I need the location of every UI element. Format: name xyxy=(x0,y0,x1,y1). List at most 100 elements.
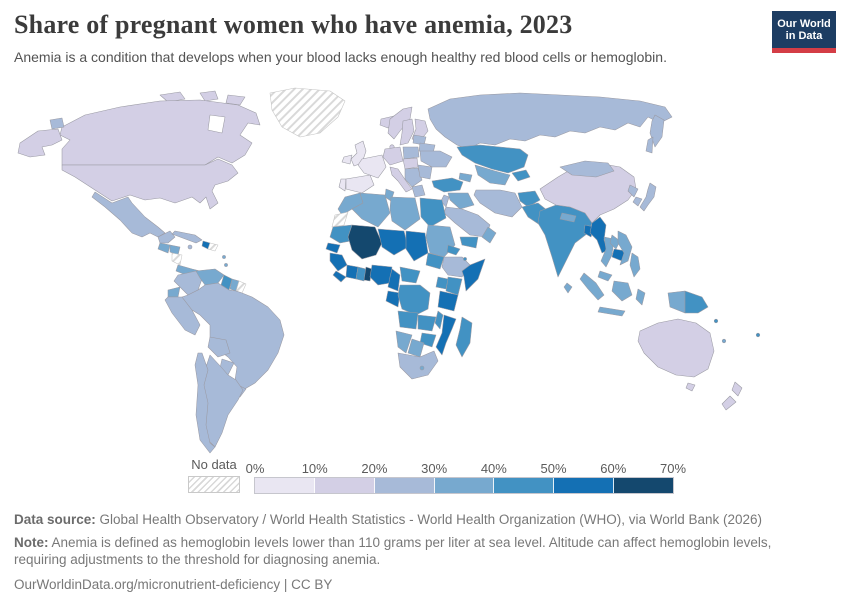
country-spain[interactable] xyxy=(345,174,375,194)
country-jamaica[interactable] xyxy=(187,244,193,250)
country-niger[interactable] xyxy=(377,228,409,256)
country-kazakhstan[interactable] xyxy=(456,144,529,174)
country-portugal[interactable] xyxy=(338,178,347,192)
country-romania[interactable] xyxy=(417,164,433,180)
legend-bin-20-30%[interactable] xyxy=(374,478,435,493)
country-tanzania[interactable] xyxy=(437,290,459,312)
country-lesotho[interactable] xyxy=(419,365,425,371)
country-senegal[interactable] xyxy=(325,242,341,254)
country-tasmania[interactable] xyxy=(685,382,696,392)
country-japan[interactable] xyxy=(639,182,657,212)
country-arctic-islands[interactable] xyxy=(199,90,219,102)
country-cameroon[interactable] xyxy=(387,268,401,292)
legend-bin-0-10%[interactable] xyxy=(255,478,315,493)
country-central-europe[interactable] xyxy=(402,157,419,170)
country-somalia[interactable] xyxy=(461,258,486,292)
country-russia-kamchatka[interactable] xyxy=(649,114,665,148)
country-balkans[interactable] xyxy=(404,167,423,188)
country-oman[interactable] xyxy=(481,226,497,244)
country-vietnam[interactable] xyxy=(617,230,633,266)
country-malawi[interactable] xyxy=(434,310,444,330)
country-fiji[interactable] xyxy=(755,332,761,338)
legend-bin-60-70%[interactable] xyxy=(614,478,674,493)
country-uganda[interactable] xyxy=(435,276,449,290)
country-drc[interactable] xyxy=(397,284,431,316)
country-bolivia[interactable] xyxy=(207,336,231,358)
country-arctic-islands[interactable] xyxy=(159,91,186,103)
country-guatemala[interactable] xyxy=(157,242,171,254)
country-turkey[interactable] xyxy=(431,177,464,193)
country-poland[interactable] xyxy=(402,146,420,160)
country-brazil[interactable] xyxy=(181,282,285,391)
country-south-korea[interactable] xyxy=(632,196,643,207)
country-north-korea[interactable] xyxy=(627,184,639,198)
country-south-africa[interactable] xyxy=(397,350,439,380)
country-myanmar[interactable] xyxy=(589,216,609,254)
country-benin[interactable] xyxy=(363,266,373,282)
country-namibia[interactable] xyxy=(395,330,413,354)
country-indonesia-sumatra[interactable] xyxy=(579,272,605,301)
country-angola[interactable] xyxy=(397,310,419,330)
country-congo[interactable] xyxy=(385,290,401,308)
country-russia[interactable] xyxy=(427,92,673,150)
country-sweden[interactable] xyxy=(399,118,415,146)
country-cuba[interactable] xyxy=(171,230,203,244)
country-greece[interactable] xyxy=(411,184,426,198)
world-map[interactable] xyxy=(0,85,850,455)
legend-bin-10-20%[interactable] xyxy=(314,478,375,493)
country-indonesia-borneo[interactable] xyxy=(611,280,633,302)
country-indonesia-java[interactable] xyxy=(597,306,626,317)
country-madagascar[interactable] xyxy=(455,316,473,358)
country-canada[interactable] xyxy=(59,99,261,166)
country-mongolia[interactable] xyxy=(559,160,615,178)
country-nigeria[interactable] xyxy=(369,264,393,286)
country-papua-new-guinea[interactable] xyxy=(684,290,709,314)
country-france[interactable] xyxy=(357,154,387,179)
country-south-sudan[interactable] xyxy=(425,252,445,270)
country-greenland[interactable] xyxy=(269,87,346,138)
legend-bin-50-60%[interactable] xyxy=(554,478,615,493)
country-indonesia-papua[interactable] xyxy=(667,290,686,314)
country-philippines[interactable] xyxy=(629,252,641,278)
country-kyrgyzstan[interactable] xyxy=(511,169,531,182)
country-arctic-islands[interactable] xyxy=(225,94,246,106)
country-caucasus[interactable] xyxy=(458,172,473,183)
country-russia-sakhalin[interactable] xyxy=(645,136,654,154)
country-afghanistan[interactable] xyxy=(517,190,541,208)
country-ecuador[interactable] xyxy=(167,286,181,298)
permalink[interactable]: OurWorldinData.org/micronutrient-deficie… xyxy=(14,577,333,592)
country-mali[interactable] xyxy=(347,224,383,260)
country-nicaragua[interactable] xyxy=(171,252,183,266)
country-iran[interactable] xyxy=(473,189,523,218)
country-guinea[interactable] xyxy=(329,252,348,272)
country-dominican-republic[interactable] xyxy=(207,242,219,252)
country-kenya[interactable] xyxy=(445,276,463,296)
country-solomon-islands[interactable] xyxy=(713,318,719,324)
country-mozambique[interactable] xyxy=(435,314,457,356)
country-sierra-leone[interactable] xyxy=(332,270,347,283)
country-new-zealand[interactable] xyxy=(731,381,743,397)
country-djibouti[interactable] xyxy=(463,257,467,261)
country-sri-lanka[interactable] xyxy=(563,282,573,294)
country-new-zealand[interactable] xyxy=(721,395,737,411)
country-chad[interactable] xyxy=(405,230,429,262)
country-usa[interactable] xyxy=(61,158,239,210)
country-ukraine[interactable] xyxy=(419,150,453,168)
country-indonesia-sulawesi[interactable] xyxy=(635,288,646,306)
country-libya[interactable] xyxy=(389,196,421,231)
country-zambia[interactable] xyxy=(417,314,437,332)
country-algeria[interactable] xyxy=(351,192,391,228)
country-lesser-antilles[interactable] xyxy=(222,255,226,259)
country-australia[interactable] xyxy=(637,318,715,378)
legend-bin-30-40%[interactable] xyxy=(434,478,495,493)
country-mexico-yucatan[interactable] xyxy=(157,230,176,244)
country-malaysia[interactable] xyxy=(597,270,613,282)
country-central-african-republic[interactable] xyxy=(399,266,421,284)
legend-bin-40-50%[interactable] xyxy=(494,478,555,493)
country-germany[interactable] xyxy=(382,146,404,166)
country-laos[interactable] xyxy=(609,234,621,250)
country-alaska[interactable] xyxy=(17,128,63,158)
country-uzbekistan[interactable] xyxy=(474,164,511,186)
country-yemen[interactable] xyxy=(459,236,479,249)
country-ghana[interactable] xyxy=(355,266,367,282)
